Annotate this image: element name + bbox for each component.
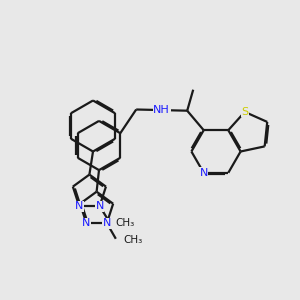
Text: NH: NH [153, 105, 170, 115]
Text: N: N [200, 168, 208, 178]
Text: S: S [241, 107, 248, 117]
Text: CH₃: CH₃ [123, 235, 142, 245]
Text: N: N [95, 201, 104, 211]
Text: N: N [75, 201, 83, 211]
Text: CH₃: CH₃ [116, 218, 135, 228]
Text: N: N [82, 218, 91, 228]
Text: N: N [103, 218, 111, 228]
